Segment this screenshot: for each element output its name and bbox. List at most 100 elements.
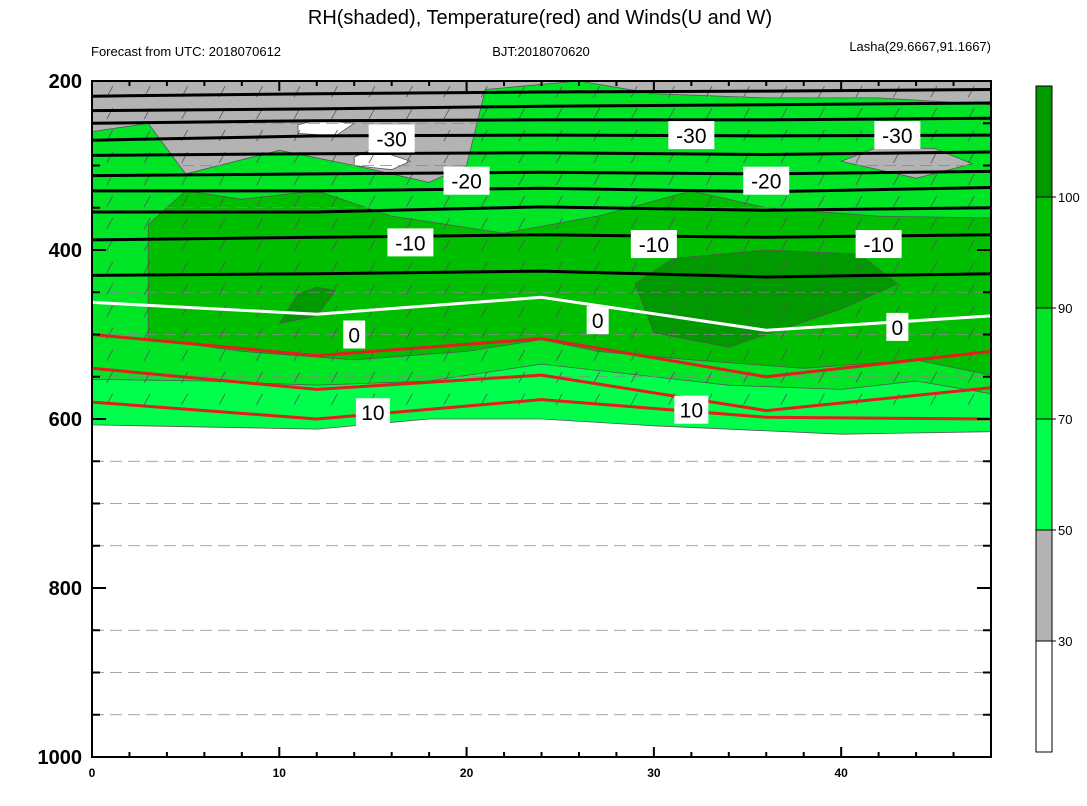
colorbar-segment-5: [1035, 85, 1053, 198]
colorbar-segment-3: [1035, 307, 1053, 420]
colorbar-segment-4: [1035, 196, 1053, 309]
wind-barb: [893, 283, 900, 296]
wind-barb: [256, 327, 263, 340]
wind-barb: [855, 107, 863, 120]
wind-barb: [818, 173, 825, 186]
temperature-contour-13: [92, 398, 991, 421]
wind-barb: [630, 107, 638, 120]
contour-label-box-7: [855, 230, 902, 259]
wind-barb: [555, 283, 563, 296]
wind-barb: [930, 393, 938, 405]
wind-barb: [855, 195, 863, 208]
wind-barb: [518, 217, 526, 230]
wind-barb: [406, 107, 413, 120]
wind-barb: [143, 217, 151, 230]
wind-barb: [443, 327, 451, 340]
wind-barb: [930, 283, 938, 296]
wind-barb: [293, 349, 301, 361]
wind-barb: [143, 305, 151, 318]
wind-barb: [293, 327, 301, 340]
wind-barb: [780, 239, 788, 252]
wind-barb: [368, 239, 376, 252]
wind-barb: [818, 107, 825, 120]
contour-label-7: -10: [863, 234, 893, 257]
wind-barb: [256, 173, 263, 186]
wind-barb: [518, 349, 526, 361]
wind-barb: [893, 349, 900, 361]
wind-barb: [705, 239, 713, 252]
wind-barb: [331, 305, 338, 318]
wind-barb: [368, 217, 376, 230]
contour-label-box-11: [355, 398, 390, 427]
wind-barb: [406, 283, 413, 296]
wind-barb: [855, 393, 863, 405]
contour-label-6: -10: [639, 234, 669, 257]
contour-label-box-0: [368, 124, 415, 153]
chart-title: RH(shaded), Temperature(red) and Winds(U…: [308, 7, 772, 29]
wind-barb: [893, 173, 900, 186]
wind-barb: [480, 283, 488, 296]
wind-barb: [818, 239, 825, 252]
wind-barb: [630, 173, 638, 186]
wind-barb: [368, 371, 376, 383]
wind-barb: [293, 173, 301, 186]
wind-barb: [406, 261, 413, 274]
wind-barb: [855, 217, 863, 230]
wind-barb: [930, 217, 938, 230]
wind-barb: [893, 371, 900, 383]
wind-barb: [818, 283, 825, 296]
temperature-contour-2: [92, 116, 991, 125]
colorbar-segment-1: [1035, 529, 1053, 642]
wind-barb: [293, 239, 301, 252]
wind-barb: [855, 371, 863, 383]
contour-label-3: -20: [451, 171, 481, 194]
wind-barb: [406, 371, 413, 383]
wind-barb: [668, 173, 675, 186]
wind-barb: [443, 283, 451, 296]
contour-labels: -30 -30 -30 -20 -20 -10 -10 -10 0 0 0 10 10: [343, 121, 921, 427]
wind-barb: [967, 371, 975, 383]
wind-barb: [406, 173, 413, 186]
wind-barb: [331, 283, 338, 296]
wind-barb: [293, 393, 301, 405]
wind-barb: [593, 349, 601, 361]
wind-barb: [106, 371, 114, 383]
wind-barb: [106, 305, 114, 318]
wind-barb: [143, 239, 151, 252]
wind-barb: [106, 195, 114, 208]
wind-barb: [818, 195, 825, 208]
contour-label-5: -10: [395, 232, 425, 255]
y-tick-label-1000: 1000: [38, 747, 83, 769]
subtitle-left: Forecast from UTC: 2018070612: [91, 44, 281, 59]
contour-label-9: 0: [592, 310, 604, 333]
wind-barb: [855, 327, 863, 340]
colorbar-label-100: 100: [1058, 190, 1080, 205]
wind-barb: [443, 217, 451, 230]
contour-label-box-1: [668, 121, 715, 150]
wind-barb: [143, 283, 151, 296]
wind-barb: [593, 107, 601, 120]
wind-barb: [630, 327, 638, 340]
wind-barb: [368, 327, 376, 340]
wind-barb: [331, 261, 338, 274]
contour-label-11: 10: [361, 402, 384, 425]
wind-barb: [443, 239, 451, 252]
wind-barb: [218, 239, 226, 252]
wind-barb: [555, 173, 563, 186]
wind-barb: [181, 195, 188, 208]
wind-barb: [518, 327, 526, 340]
y-tick-label-400: 400: [49, 240, 82, 262]
wind-barb: [143, 327, 151, 340]
wind-barb: [780, 195, 788, 208]
wind-barb: [293, 283, 301, 296]
wind-barb: [967, 327, 975, 340]
wind-barb: [218, 195, 226, 208]
wind-barb: [218, 349, 226, 361]
colorbar-label-50: 50: [1058, 523, 1072, 538]
wind-barb: [181, 261, 188, 274]
x-tick-label-40: 40: [834, 766, 848, 780]
wind-barb: [930, 239, 938, 252]
wind-barb: [630, 261, 638, 274]
wind-barb: [743, 239, 750, 252]
wind-barb: [293, 217, 301, 230]
